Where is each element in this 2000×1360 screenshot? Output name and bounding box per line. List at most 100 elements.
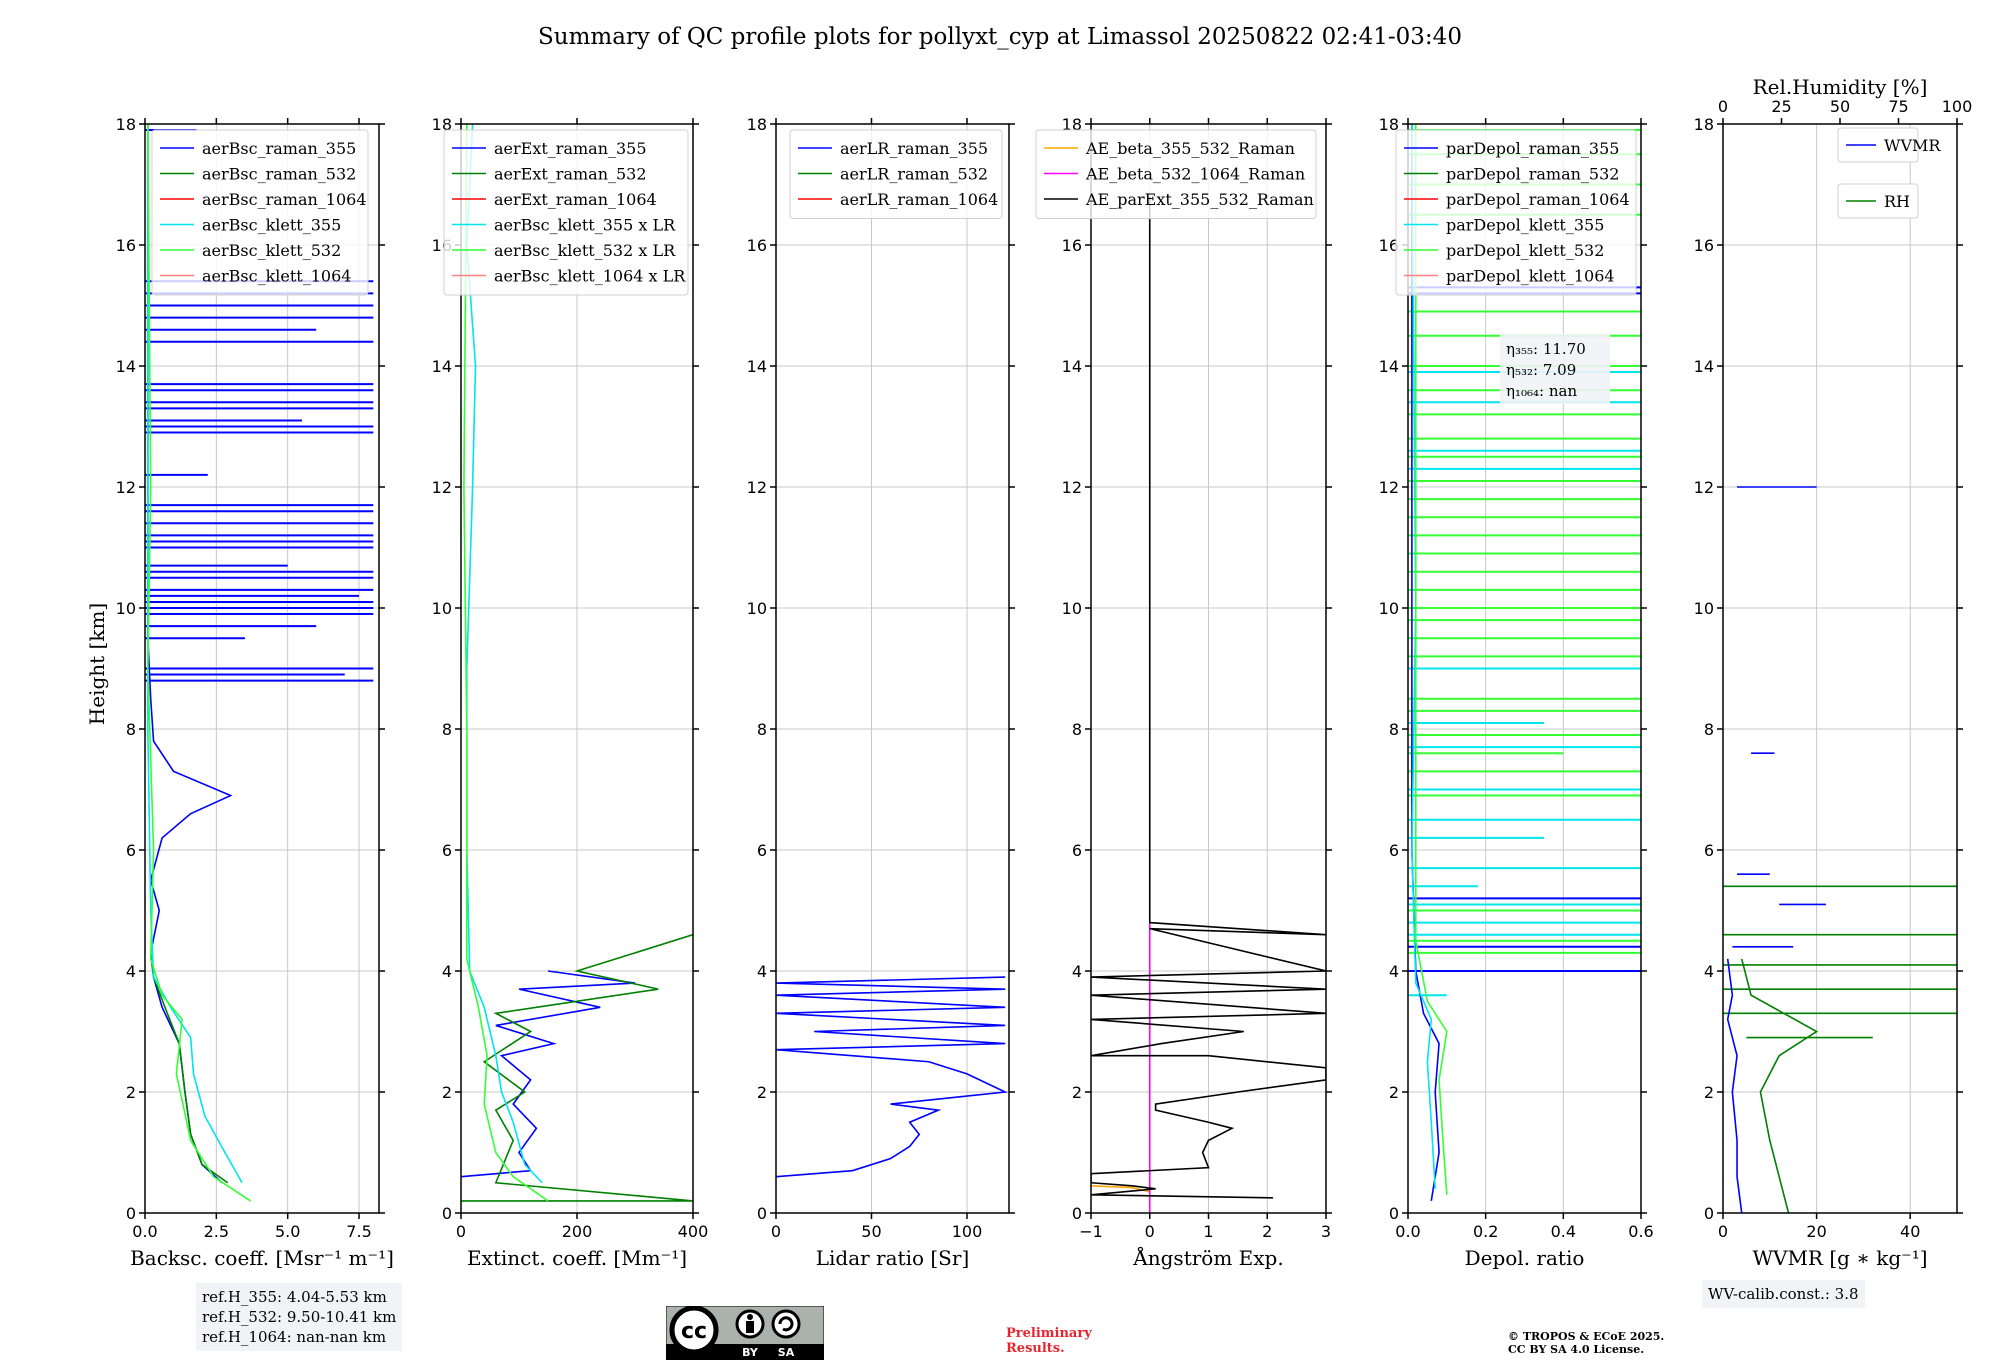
axes-frame: [144, 123, 380, 1214]
y-tick-label: 6: [126, 841, 136, 860]
x-tick-label: 20: [1806, 1222, 1826, 1241]
x-axis-label: Lidar ratio [Sr]: [816, 1246, 970, 1270]
y-tick-label: 14: [116, 357, 136, 376]
y-tick-label: 12: [1694, 478, 1714, 497]
y-tick-label: 2: [1389, 1083, 1399, 1102]
y-tick-label: 12: [1062, 478, 1082, 497]
x-tick-label: 7.5: [346, 1222, 371, 1241]
svg-text:BY: BY: [742, 1346, 759, 1359]
x-tick-label: 0.0: [132, 1222, 157, 1241]
y-tick-label: 16: [116, 236, 136, 255]
series-line-aerBsc_klett_532 x LR: [463, 124, 549, 1202]
x-axis-label: Extinct. coeff. [Mm⁻¹]: [467, 1246, 687, 1270]
legend-entry: aerExt_raman_355: [494, 139, 647, 158]
preliminary-results-note: Preliminary Results.: [1006, 1326, 1092, 1356]
x-tick-label: 0.2: [1473, 1222, 1498, 1241]
top-axis-label: Rel.Humidity [%]: [1753, 75, 1928, 99]
y-tick-label: 4: [1704, 962, 1714, 981]
legend-entry: parDepol_raman_532: [1446, 165, 1619, 184]
legend-box: [1837, 127, 1919, 163]
legend-entry: parDepol_raman_1064: [1446, 190, 1630, 209]
plot-area: [1723, 486, 1957, 1213]
top-x-tick-label: 50: [1830, 97, 1850, 116]
reference-height-box: ref.H_355: 4.04-5.53 km ref.H_532: 9.50-…: [196, 1283, 403, 1351]
y-tick-label: 4: [126, 962, 136, 981]
top-x-tick-label: 75: [1888, 97, 1908, 116]
legend-entry: aerBsc_raman_355: [202, 139, 356, 158]
legend-entry: aerBsc_klett_1064 x LR: [494, 267, 686, 286]
y-tick-label: 10: [432, 599, 452, 618]
x-tick-label: 5.0: [275, 1222, 300, 1241]
series-line-aerBsc_klett_355: [147, 124, 243, 1184]
chart-panel-bsc: 0 2 4 6 8 10 12 14 16 18 0.0 2.5 5.0 7.5 Backsc. coeff…: [116, 115, 394, 1270]
y-tick-label: 16: [747, 236, 767, 255]
y-tick-label: 0: [1072, 1204, 1082, 1223]
top-x-tick-label: 0: [1718, 97, 1728, 116]
series-line-aerLR_raman_355: [776, 976, 1009, 1178]
y-tick-label: 0: [1704, 1204, 1714, 1223]
series-line-aerBsc_klett_532: [147, 124, 252, 1202]
legend-entry: AE_parExt_355_532_Raman: [1085, 190, 1314, 209]
top-x-tick-label: 25: [1771, 97, 1791, 116]
legend-box: [1837, 183, 1919, 219]
legend-entry: parDepol_klett_532: [1446, 241, 1604, 260]
y-tick-label: 8: [442, 720, 452, 739]
plot-area: [461, 124, 693, 1202]
y-tick-label: 6: [757, 841, 767, 860]
y-tick-label: 2: [442, 1083, 452, 1102]
axes-frame: [1407, 123, 1642, 1214]
eta-value: η₃₅₅: 11.70: [1506, 340, 1586, 358]
y-tick-label: 14: [1062, 357, 1082, 376]
y-tick-label: 18: [1062, 115, 1082, 134]
legend-entry: RH: [1884, 192, 1910, 211]
ref-h-532: ref.H_532: 9.50-10.41 km: [202, 1308, 397, 1326]
x-tick-label: 0.0: [1395, 1222, 1420, 1241]
y-tick-label: 12: [432, 478, 452, 497]
series-line-WVMR: [1726, 958, 1743, 1213]
series-line-aerBsc_raman_532: [149, 952, 229, 1184]
y-tick-label: 8: [1072, 720, 1082, 739]
legend-box: [443, 129, 689, 296]
x-tick-label: 0: [456, 1222, 466, 1241]
legend-entry: AE_beta_355_532_Raman: [1085, 139, 1295, 158]
x-tick-label: 100: [952, 1222, 983, 1241]
y-tick-label: 0: [126, 1204, 136, 1223]
legend-entry: parDepol_klett_1064: [1446, 267, 1615, 286]
chart-panel-depol: 0 2 4 6 8 10 12 14 16 18 0.0 0.2 0.4 0.6 Depol. ratio p…: [1379, 115, 1654, 1270]
eta-value: η₅₃₂: 7.09: [1506, 361, 1576, 379]
y-tick-label: 8: [126, 720, 136, 739]
copyright-line-2: CC BY SA 4.0 License.: [1508, 1343, 1645, 1356]
x-tick-label: 40: [1900, 1222, 1920, 1241]
y-tick-label: 2: [126, 1083, 136, 1102]
x-axis-label: Ångström Exp.: [1132, 1245, 1283, 1270]
svg-text:cc: cc: [681, 1319, 707, 1344]
x-tick-label: 0.4: [1551, 1222, 1576, 1241]
y-tick-label: 2: [1704, 1083, 1714, 1102]
legend-entry: aerBsc_raman_1064: [202, 190, 367, 209]
series-line-RH: [1740, 958, 1819, 1213]
preliminary-line-2: Results.: [1006, 1341, 1065, 1356]
chart-panel-lr: 0 2 4 6 8 10 12 14 16 18 0 50 100 Lidar ratio [Sr] aer…: [747, 115, 1015, 1270]
legend-entry: aerBsc_klett_532: [202, 241, 341, 260]
y-tick-label: 12: [1379, 478, 1399, 497]
legend-entry: aerExt_raman_532: [494, 165, 647, 184]
legend-entry: aerBsc_klett_532 x LR: [494, 241, 676, 260]
y-tick-label: 2: [1072, 1083, 1082, 1102]
y-tick-label: 8: [1389, 720, 1399, 739]
axes-frame: [775, 123, 1010, 1214]
preliminary-line-1: Preliminary: [1006, 1326, 1092, 1341]
legend-entry: aerLR_raman_532: [840, 165, 988, 184]
y-tick-label: 16: [1379, 236, 1399, 255]
y-tick-label: 12: [116, 478, 136, 497]
legend-entry: aerBsc_klett_355: [202, 216, 341, 235]
series-line-AE_parExt_355_532_Raman: [1091, 196, 1326, 1199]
y-tick-label: 6: [1704, 841, 1714, 860]
legend-entry: aerLR_raman_355: [840, 139, 988, 158]
x-tick-label: 3: [1321, 1222, 1331, 1241]
y-tick-label: 14: [1379, 357, 1399, 376]
plot-area: [1091, 196, 1326, 1213]
